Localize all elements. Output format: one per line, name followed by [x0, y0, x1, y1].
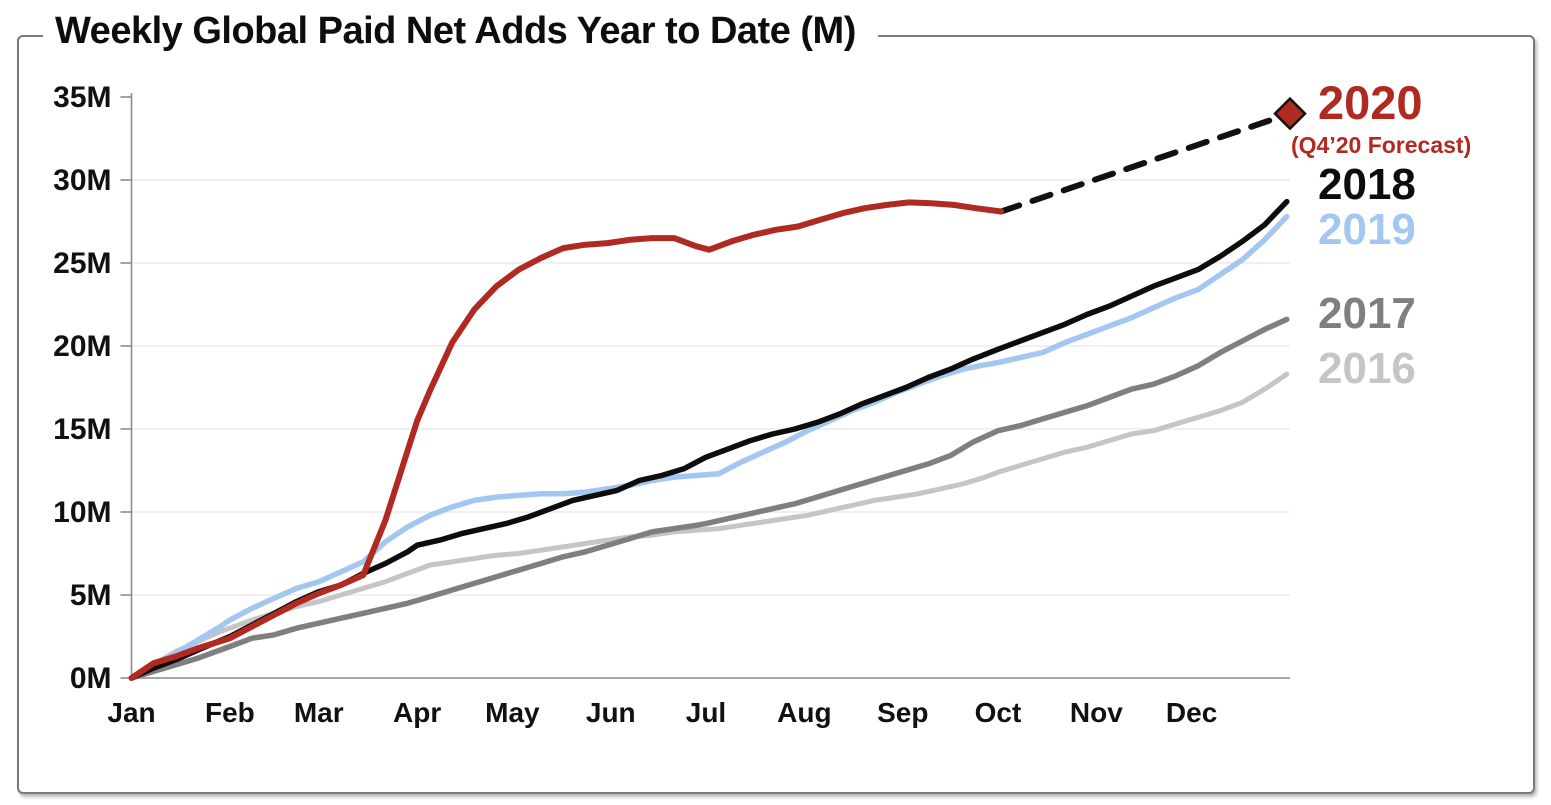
x-tick-label-Feb: Feb [205, 697, 255, 728]
x-tick-label-Jul: Jul [686, 697, 726, 728]
series-2016-line [129, 371, 1290, 681]
y-tick-label: 5M [70, 579, 112, 612]
legend-label-2016: 2016 [1318, 344, 1416, 393]
y-tick-label: 20M [53, 330, 111, 363]
x-tick-label-Dec: Dec [1166, 697, 1217, 728]
x-tick-label-Jun: Jun [586, 697, 636, 728]
gridlines [131, 179, 1290, 596]
y-tick-label: 25M [53, 247, 111, 280]
x-tick-label-Jan: Jan [107, 697, 155, 728]
y-tick-label: 30M [53, 164, 111, 197]
x-tick-label-Nov: Nov [1070, 697, 1123, 728]
y-tick-label: 15M [53, 413, 111, 446]
x-axis-labels: Jan Feb Mar Apr May Jun Jul Aug Sep Oct Nov Dec [107, 697, 1217, 728]
series-2017-line [128, 316, 1290, 681]
x-tick-label-May: May [485, 697, 540, 728]
series-2020-Q4-forecast-line [998, 110, 1293, 215]
x-tick-label-Oct: Oct [975, 697, 1022, 728]
y-tick-label: 0M [70, 662, 112, 695]
chart-title: Weekly Global Paid Net Adds Year to Date… [43, 10, 878, 53]
legend-label-2019: 2019 [1318, 205, 1416, 254]
legend-label-2017: 2017 [1318, 289, 1416, 338]
y-axis-labels: 0M 5M 10M 15M 20M 25M 30M 35M [53, 81, 132, 695]
series-2019-line [128, 213, 1290, 681]
y-tick-label: 35M [53, 81, 111, 114]
chart-border-frame [17, 35, 1535, 794]
legend-label-2020-forecast-note: (Q4’20 Forecast) [1291, 132, 1472, 158]
legend-label-2018: 2018 [1318, 160, 1416, 209]
forecast-diamond-marker [1273, 96, 1307, 131]
x-tick-label-Sep: Sep [877, 697, 928, 728]
x-tick-label-Mar: Mar [294, 697, 344, 728]
y-tick-label: 10M [53, 496, 111, 529]
series-2020-line [128, 199, 1005, 681]
x-tick-label-Aug: Aug [777, 697, 831, 728]
legend-label-2020: 2020 [1318, 76, 1423, 129]
x-tick-label-Apr: Apr [393, 697, 441, 728]
